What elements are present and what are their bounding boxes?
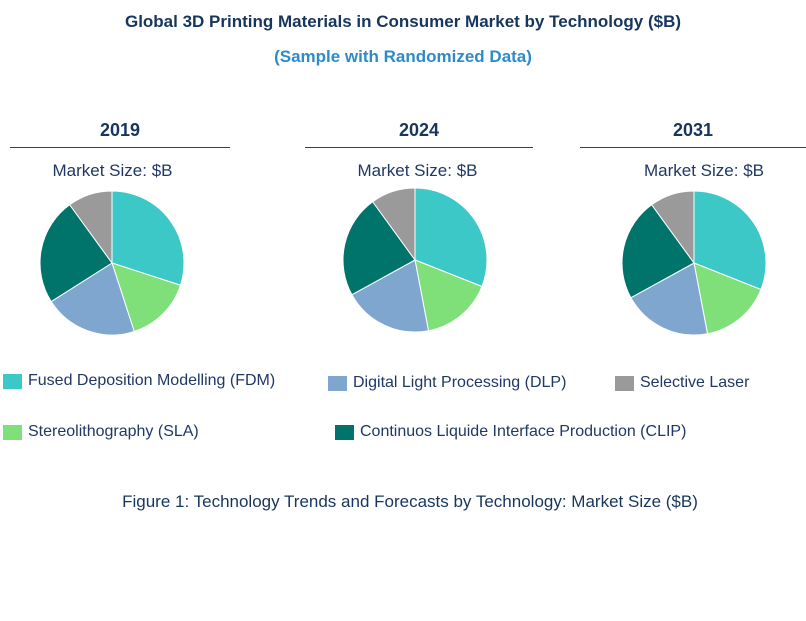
- market-size-label-2019: Market Size: $B: [52, 161, 173, 180]
- pie-slice-2031-clip: [621, 204, 695, 299]
- chart-title: Global 3D Printing Materials in Consumer…: [124, 12, 682, 31]
- legend-label-clip: Continuos Liquide Interface Production (…: [360, 423, 687, 440]
- legend-label-dlp: Digital Light Processing (DLP): [353, 374, 567, 391]
- pie-slice-2024-selective-laser: [371, 187, 416, 262]
- legend-label-sla: Stereolithography (SLA): [28, 423, 199, 440]
- legend-item-selective-laser: Selective Laser: [615, 374, 749, 392]
- chart-subtitle: (Sample with Randomized Data): [274, 47, 532, 66]
- pie-slice-2024-clip: [342, 201, 416, 296]
- year-label-2031: 2031: [672, 120, 714, 140]
- legend-swatch-clip: [335, 424, 354, 440]
- year-divider-2019: [10, 147, 230, 148]
- legend-swatch-sla: [3, 424, 22, 440]
- pie-chart-2024: [342, 187, 488, 333]
- year-label-2024: 2024: [398, 120, 440, 140]
- legend-swatch-fdm: [3, 373, 22, 389]
- pie-slice-2031-dlp: [630, 262, 709, 336]
- pie-slice-2024-sla: [414, 259, 483, 332]
- legend-swatch-selective-laser: [615, 375, 634, 391]
- market-size-label-2024: Market Size: $B: [357, 161, 478, 180]
- figure-caption: Figure 1: Technology Trends and Forecast…: [122, 492, 698, 511]
- pie-slice-2024-dlp: [351, 259, 430, 333]
- legend-label-selective-laser: Selective Laser: [640, 374, 750, 391]
- pie-slice-2019-dlp: [50, 262, 135, 336]
- pie-slice-2019-selective-laser: [68, 190, 113, 265]
- pie-slice-2019-clip: [39, 204, 113, 303]
- pie-chart-2031: [621, 190, 767, 336]
- legend-label-fdm: Fused Deposition Modelling (FDM): [28, 372, 276, 389]
- pie-slice-2024-fdm: [414, 187, 488, 288]
- legend-item-fdm: Fused Deposition Modelling (FDM): [3, 372, 275, 390]
- market-size-label-2031: Market Size: $B: [644, 161, 764, 180]
- pie-slice-2019-fdm: [111, 190, 185, 286]
- legend-item-sla: Stereolithography (SLA): [3, 423, 199, 441]
- legend-item-dlp: Digital Light Processing (DLP): [328, 374, 566, 392]
- legend-item-clip: Continuos Liquide Interface Production (…: [335, 423, 686, 441]
- pie-slice-2031-selective-laser: [650, 190, 695, 265]
- year-divider-2024: [305, 147, 533, 148]
- pie-slice-2031-fdm: [693, 190, 767, 291]
- legend-swatch-dlp: [328, 375, 347, 391]
- year-label-2019: 2019: [99, 120, 141, 140]
- pie-slice-2031-sla: [693, 262, 762, 335]
- pie-chart-2019: [39, 190, 185, 336]
- year-divider-2031: [580, 147, 806, 148]
